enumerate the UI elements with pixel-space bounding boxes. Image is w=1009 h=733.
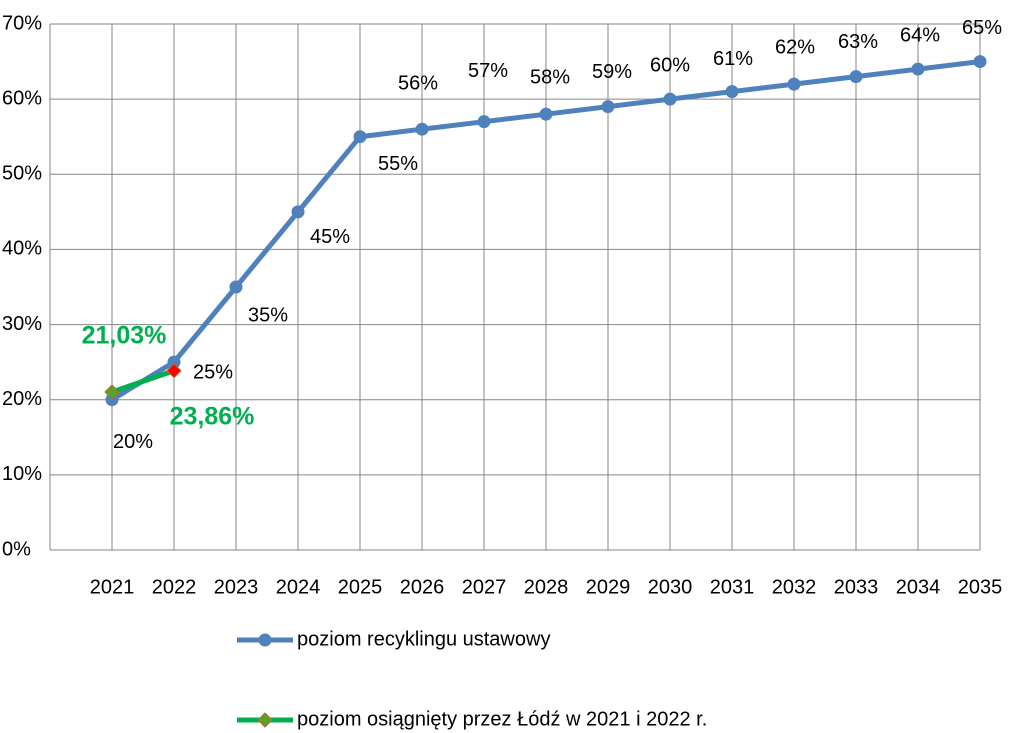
data-label: 60% xyxy=(650,54,690,76)
data-point xyxy=(229,280,243,294)
y-tick-label: 30% xyxy=(2,313,42,335)
x-tick-label: 2035 xyxy=(958,576,1003,598)
data-label: 45% xyxy=(310,226,350,248)
data-point xyxy=(663,92,677,106)
x-tick-label: 2030 xyxy=(648,576,693,598)
legend-marker xyxy=(257,712,273,728)
x-tick-label: 2026 xyxy=(400,576,445,598)
data-point xyxy=(539,107,553,121)
data-point xyxy=(167,355,181,369)
data-label: 63% xyxy=(838,31,878,53)
x-tick-label: 2032 xyxy=(772,576,817,598)
legend-label: poziom recyklingu ustawowy xyxy=(297,628,550,650)
x-tick-label: 2021 xyxy=(90,576,135,598)
data-point xyxy=(911,62,925,76)
data-point xyxy=(787,77,801,91)
y-tick-label: 70% xyxy=(2,12,42,34)
y-tick-label: 10% xyxy=(2,463,42,485)
data-point xyxy=(105,393,119,407)
data-point xyxy=(477,115,491,129)
data-label: 21,03% xyxy=(82,322,167,350)
data-point xyxy=(601,100,615,114)
y-tick-label: 40% xyxy=(2,238,42,260)
data-label: 62% xyxy=(775,36,815,58)
x-tick-label: 2028 xyxy=(524,576,569,598)
data-point xyxy=(973,55,987,69)
data-label: 56% xyxy=(398,72,438,94)
y-tick-label: 50% xyxy=(2,163,42,185)
x-tick-label: 2031 xyxy=(710,576,755,598)
data-label: 23,86% xyxy=(170,402,255,430)
x-tick-label: 2027 xyxy=(462,576,507,598)
y-tick-label: 20% xyxy=(2,388,42,410)
data-label: 64% xyxy=(900,24,940,46)
data-point xyxy=(849,70,863,84)
x-tick-label: 2023 xyxy=(214,576,259,598)
x-tick-label: 2034 xyxy=(896,576,941,598)
data-label: 35% xyxy=(248,304,288,326)
legend-marker xyxy=(258,633,272,647)
data-label: 25% xyxy=(193,361,233,383)
data-label: 20% xyxy=(113,431,153,453)
data-label: 55% xyxy=(378,153,418,175)
series-line xyxy=(111,368,175,395)
data-point xyxy=(104,384,120,400)
y-tick-label: 0% xyxy=(2,538,31,560)
data-label: 58% xyxy=(530,66,570,88)
data-label: 61% xyxy=(713,48,753,70)
y-tick-label: 60% xyxy=(2,87,42,109)
x-tick-label: 2024 xyxy=(276,576,321,598)
legend-label: poziom osiągnięty przez Łódź w 2021 i 20… xyxy=(297,708,707,730)
data-label: 59% xyxy=(592,61,632,83)
x-tick-label: 2029 xyxy=(586,576,631,598)
data-label: 57% xyxy=(468,60,508,82)
data-point xyxy=(353,130,367,144)
data-point xyxy=(291,205,305,219)
data-label: 65% xyxy=(962,17,1002,39)
x-tick-label: 2025 xyxy=(338,576,383,598)
data-point xyxy=(725,85,739,99)
data-point xyxy=(166,363,182,379)
data-point xyxy=(415,122,429,136)
x-tick-label: 2022 xyxy=(152,576,197,598)
x-tick-label: 2033 xyxy=(834,576,879,598)
